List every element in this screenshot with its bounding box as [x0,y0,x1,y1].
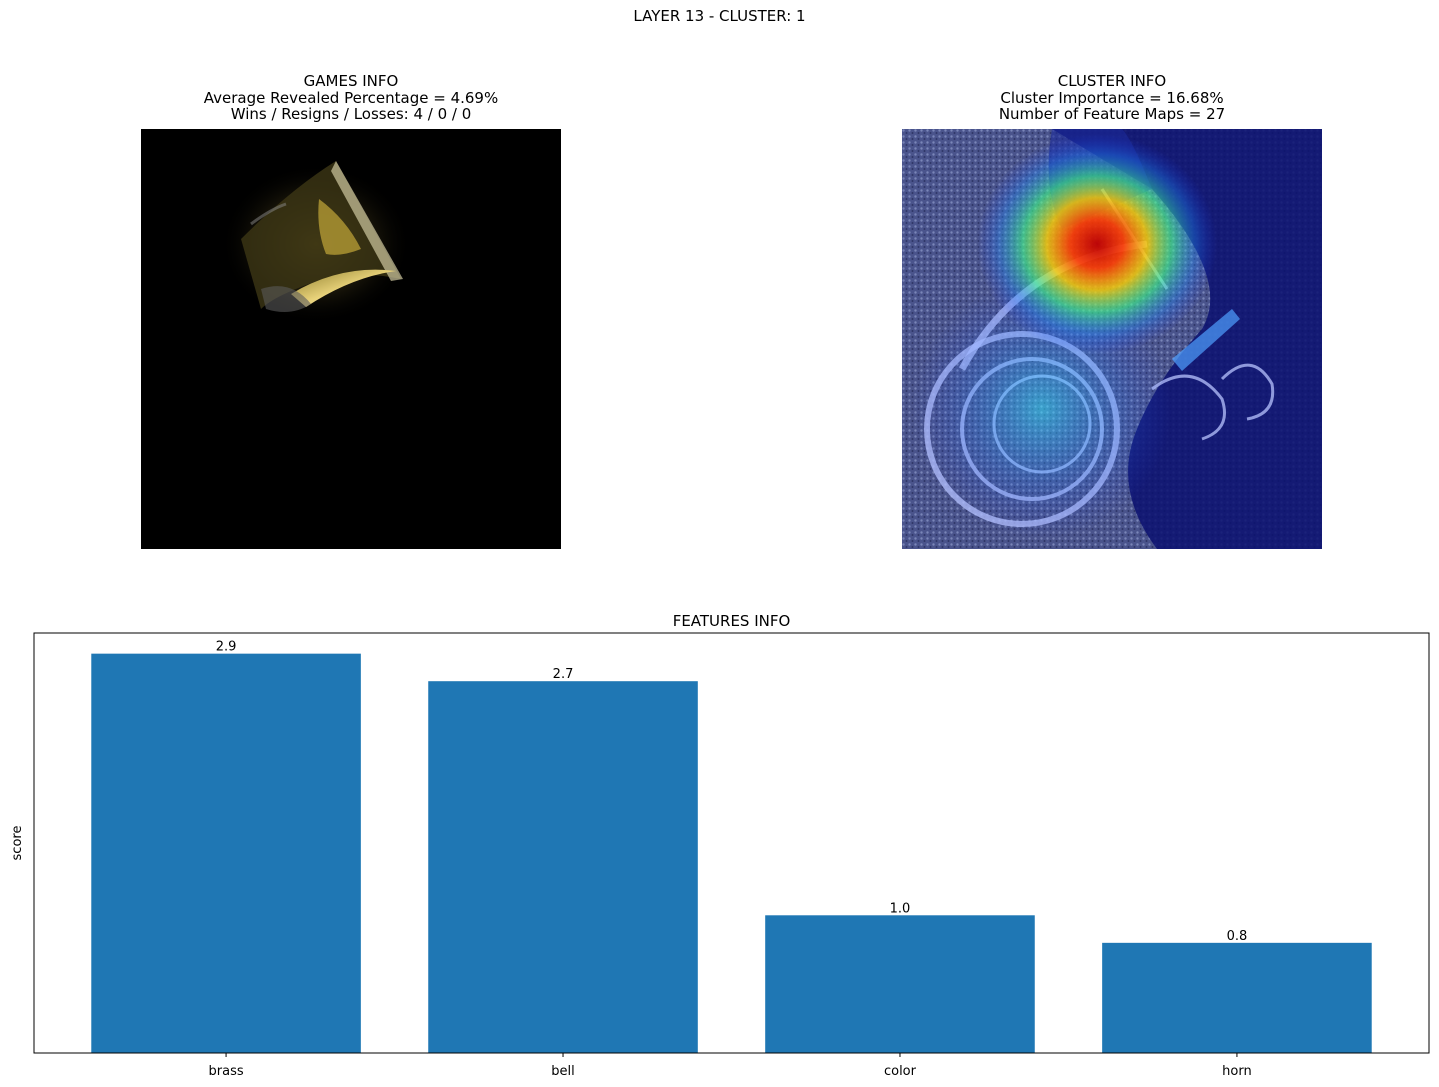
bar-horn [1102,942,1372,1053]
bar-value-label: 2.7 [553,667,574,682]
chart-title: FEATURES INFO [673,612,791,630]
games-info-title: GAMES INFO [303,72,399,90]
x-tick-label: brass [209,1064,244,1079]
heatmap-horn-image [902,129,1322,549]
games-info-title-block: GAMES INFO Average Revealed Percentage =… [141,73,561,123]
bar-value-label: 1.0 [890,901,911,916]
games-info-revealed-percentage: Average Revealed Percentage = 4.69% [203,88,499,107]
bar-bell [428,681,698,1053]
y-axis-label: score [10,826,25,861]
x-tick-label: horn [1222,1064,1252,1079]
bar-color [765,915,1035,1053]
revealed-image [141,129,561,549]
cluster-importance: Cluster Importance = 16.68% [1000,88,1224,107]
bar-value-label: 2.9 [216,640,237,655]
axes-frame [33,632,1430,1054]
revealed-horn-image [141,129,561,549]
cluster-info-title: CLUSTER INFO [1057,72,1167,90]
games-info-results: Wins / Resigns / Losses: 4 / 0 / 0 [230,105,472,123]
cluster-info-title-block: CLUSTER INFO Cluster Importance = 16.68%… [902,73,1322,123]
x-tick-label: color [884,1064,917,1079]
x-tick-label: bell [551,1064,574,1079]
bar-brass [91,653,361,1053]
number-of-feature-maps: Number of Feature Maps = 27 [998,105,1226,123]
figure-suptitle: LAYER 13 - CLUSTER: 1 [633,7,806,25]
heatmap-image [902,129,1322,549]
bar-value-label: 0.8 [1227,929,1248,944]
